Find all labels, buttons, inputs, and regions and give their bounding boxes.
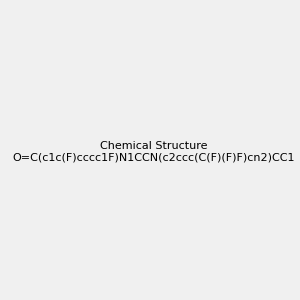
Text: Chemical Structure
O=C(c1c(F)cccc1F)N1CCN(c2ccc(C(F)(F)F)cn2)CC1: Chemical Structure O=C(c1c(F)cccc1F)N1CC…: [13, 141, 295, 162]
